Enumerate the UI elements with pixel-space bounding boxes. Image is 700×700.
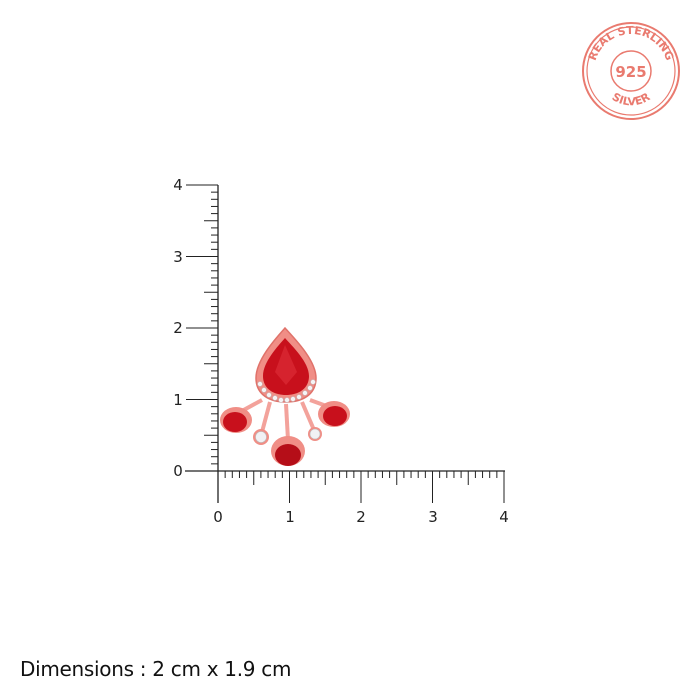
ruler: 0 1 2 3 4 0 1 2 3 4 xyxy=(173,176,509,526)
y-tick-label: 1 xyxy=(173,391,183,409)
y-tick-label: 2 xyxy=(173,319,183,337)
svg-text:SILVER: SILVER xyxy=(610,90,653,108)
right-ruby xyxy=(323,406,347,426)
bottom-ruby xyxy=(275,444,301,466)
x-tick-label: 0 xyxy=(213,508,223,526)
y-tick-label: 4 xyxy=(173,176,183,194)
earring xyxy=(220,326,350,466)
x-tick-label: 3 xyxy=(428,508,438,526)
stamp-bottom-text: SILVER xyxy=(610,90,653,108)
y-tick-label: 0 xyxy=(173,462,183,480)
left-ruby xyxy=(223,412,247,432)
x-tick-label: 2 xyxy=(356,508,366,526)
svg-text:REAL STERLING: REAL STERLING xyxy=(586,24,676,62)
x-tick-label: 4 xyxy=(499,508,509,526)
y-tick-label: 3 xyxy=(173,248,183,266)
sterling-silver-stamp: REAL STERLING SILVER 925 xyxy=(582,22,680,120)
x-tick-label: 1 xyxy=(285,508,295,526)
stamp-center-text: 925 xyxy=(615,63,646,81)
dimensions-caption: Dimensions : 2 cm x 1.9 cm xyxy=(20,657,292,681)
stamp-top-text: REAL STERLING xyxy=(586,24,676,62)
